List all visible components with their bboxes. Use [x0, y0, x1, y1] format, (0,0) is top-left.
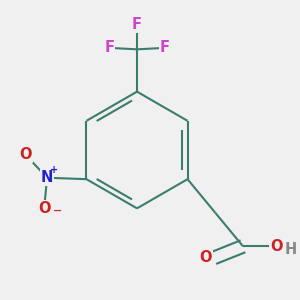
Text: H: H: [285, 242, 297, 257]
Text: +: +: [50, 165, 59, 175]
Text: O: O: [38, 201, 50, 216]
Text: O: O: [19, 147, 31, 162]
Text: F: F: [160, 40, 170, 56]
Text: F: F: [104, 40, 114, 56]
Text: −: −: [52, 206, 62, 216]
Text: O: O: [200, 250, 212, 266]
Text: O: O: [270, 239, 283, 254]
Text: N: N: [41, 170, 53, 185]
Text: F: F: [132, 17, 142, 32]
